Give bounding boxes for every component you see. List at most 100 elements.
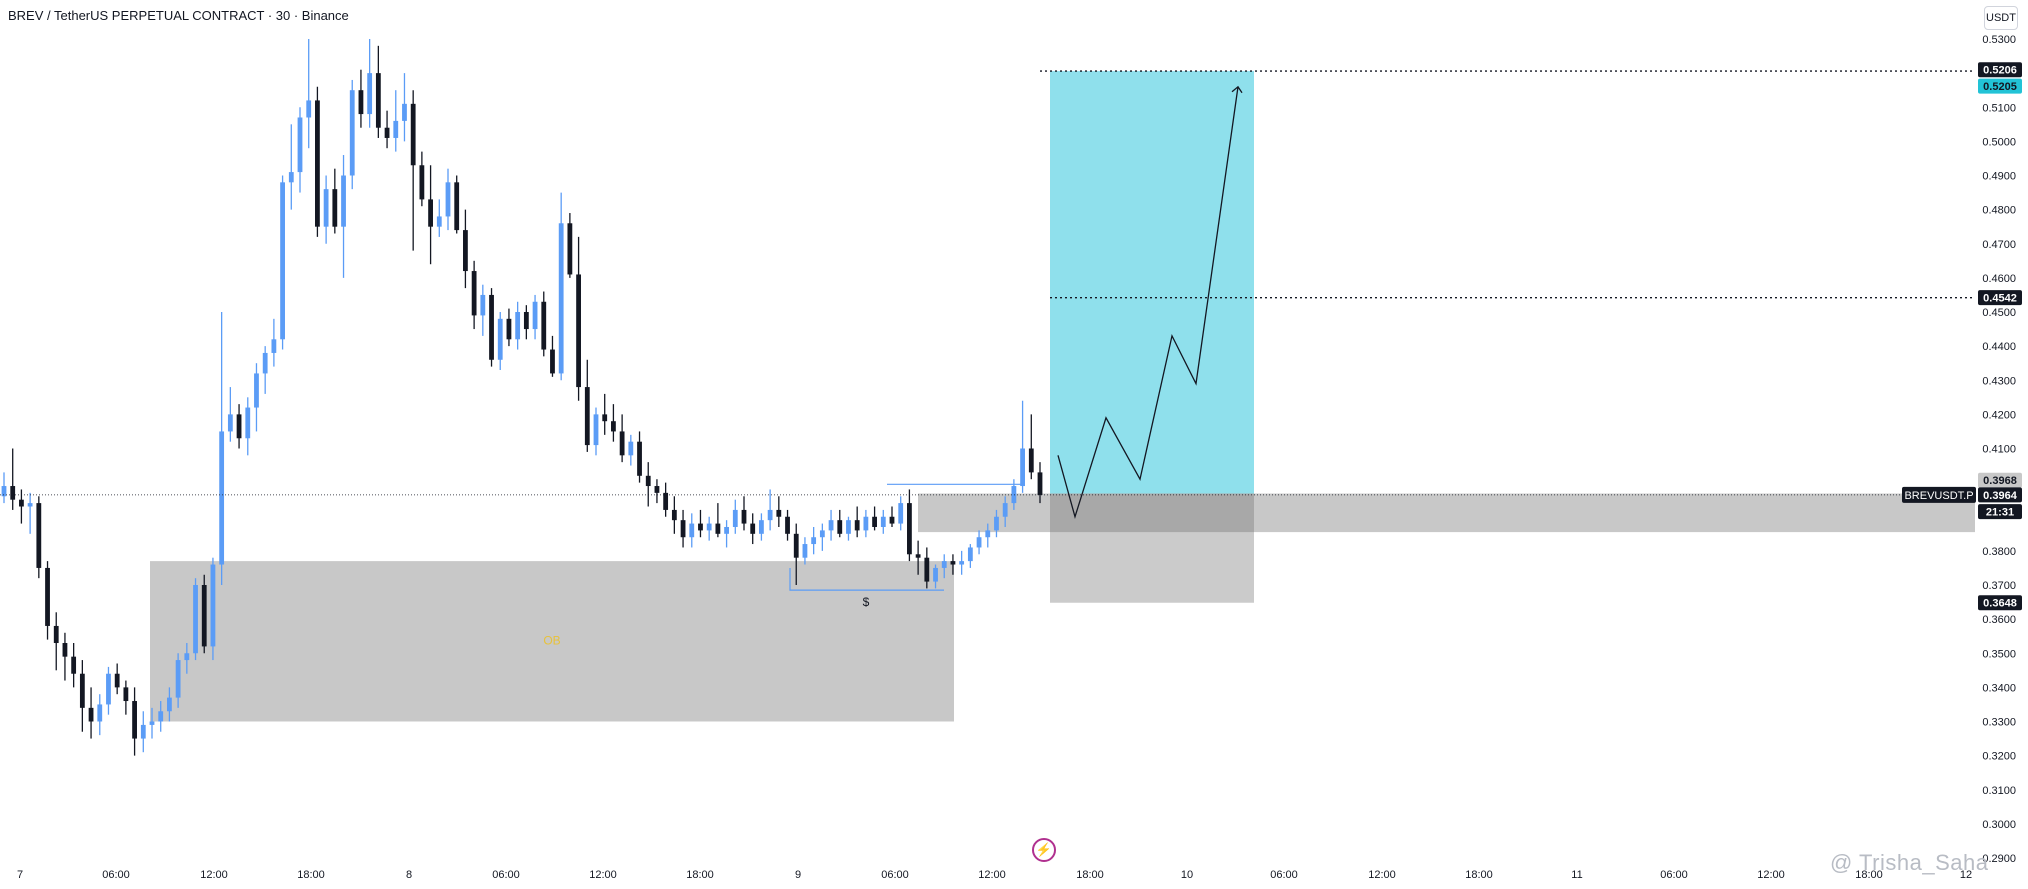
candle-body: [576, 274, 581, 388]
candle-body: [480, 294, 486, 316]
target-high-label: 0.5206: [1983, 65, 2017, 77]
candle-body: [471, 271, 477, 316]
mid-target-label: 0.4542: [1983, 293, 2017, 305]
x-tick-label: 12:00: [1368, 869, 1396, 881]
candle-body: [349, 90, 355, 176]
candle-body: [645, 475, 651, 487]
x-tick-label: 06:00: [1270, 869, 1298, 881]
candle-body: [27, 503, 33, 507]
y-tick-label: 0.3600: [1982, 614, 2016, 626]
candle-body: [97, 704, 103, 722]
candle-body: [384, 127, 390, 138]
candle-body: [402, 103, 407, 121]
candle-body: [802, 544, 808, 558]
y-tick-label: 0.4800: [1982, 205, 2016, 217]
order-block-zone: [150, 561, 954, 722]
ob-label: OB: [543, 634, 560, 648]
candle-body: [489, 294, 494, 360]
x-tick-label: 12: [1960, 869, 1972, 881]
candle-body: [602, 414, 608, 422]
target-cyan-label: 0.5205: [1983, 81, 2017, 93]
x-tick-label: 18:00: [1855, 869, 1883, 881]
range-top-label: 0.3968: [1983, 475, 2017, 487]
candle-body: [976, 537, 982, 548]
y-tick-label: 0.4900: [1982, 171, 2016, 183]
candle-body: [532, 301, 538, 330]
target-high-label-bg: [1978, 62, 2022, 78]
y-tick-label: 0.3300: [1982, 717, 2016, 729]
candle-body: [114, 673, 120, 688]
candle-body: [1011, 486, 1017, 504]
candle-body: [315, 100, 320, 227]
candle-body: [297, 117, 303, 173]
candle-body: [454, 182, 460, 231]
target-zone: [1050, 71, 1254, 494]
candle-body: [567, 223, 573, 275]
candle-body: [985, 530, 991, 538]
target-cyan-label-bg: [1978, 78, 2022, 94]
candle-body: [393, 120, 399, 138]
projection-path: [1057, 86, 1239, 520]
projection-arrowhead: [1231, 85, 1243, 94]
candle-body: [541, 301, 547, 350]
candle-body: [140, 724, 146, 739]
chart-title: BREV / TetherUS PERPETUAL CONTRACT · 30 …: [8, 8, 349, 23]
candle-body: [793, 533, 799, 558]
candle-body: [280, 182, 285, 340]
candle-body: [341, 175, 346, 227]
candle-body: [167, 697, 172, 712]
y-tick-label: 0.4700: [1982, 239, 2016, 251]
candle-body: [680, 520, 686, 538]
candle-body: [36, 503, 42, 568]
y-tick-label: 0.4400: [1982, 341, 2016, 353]
x-tick-label: 06:00: [102, 869, 130, 881]
candle-body: [158, 711, 164, 722]
x-tick-label: 12:00: [589, 869, 617, 881]
candle-body: [828, 520, 834, 531]
candle-body: [245, 407, 251, 439]
candle-body: [950, 561, 956, 565]
candle-body: [593, 414, 599, 446]
candle-body: [1028, 448, 1034, 473]
countdown-label: 21:31: [1986, 507, 2014, 519]
candle-body: [1020, 448, 1025, 487]
candle-body: [706, 523, 712, 531]
range-top-label-bg: [1978, 472, 2022, 488]
candle-body: [184, 653, 190, 661]
y-tick-label: 0.3200: [1982, 751, 2016, 763]
current-price-label: 0.3964: [1983, 490, 2018, 502]
candle-body: [558, 223, 564, 374]
candle-body: [175, 660, 181, 698]
x-tick-label: 18:00: [1465, 869, 1493, 881]
y-tick-label: 0.5300: [1982, 34, 2016, 46]
candle-body: [846, 520, 851, 534]
candle-body: [863, 516, 869, 531]
x-tick-label: 06:00: [881, 869, 909, 881]
candle-body: [654, 486, 660, 493]
time-axis[interactable]: 7 06:00 12:00 18:00 8 06:00 12:00 18:00 9 06:00 12…: [17, 869, 1972, 881]
candle-body: [323, 189, 329, 227]
candle-body: [523, 312, 529, 330]
flash-icon[interactable]: ⚡: [1032, 838, 1056, 862]
candle-body: [262, 352, 268, 374]
candle-body: [367, 73, 373, 115]
candle-body: [123, 687, 129, 702]
price-axis[interactable]: 0.5300 0.5100 0.5000 0.4900 0.4800 0.4700 0.46…: [1982, 34, 2016, 865]
x-tick-label: 12:00: [1757, 869, 1785, 881]
stop-label-bg: [1978, 595, 2022, 611]
candle-body: [759, 520, 764, 534]
y-tick-label: 0.5100: [1982, 102, 2016, 114]
candle-body: [149, 721, 155, 725]
y-tick-label: 0.3000: [1982, 819, 2016, 831]
candle-body: [193, 585, 198, 654]
liquidity-line: [789, 567, 944, 591]
candle-body: [306, 100, 312, 118]
candle-body: [1002, 503, 1008, 517]
candle-body: [924, 557, 930, 582]
candle-body: [132, 701, 137, 739]
candle-body: [227, 414, 233, 432]
currency-unit-button[interactable]: USDT: [1984, 6, 2018, 30]
candle-body: [994, 516, 999, 531]
candle-body: [933, 567, 938, 582]
